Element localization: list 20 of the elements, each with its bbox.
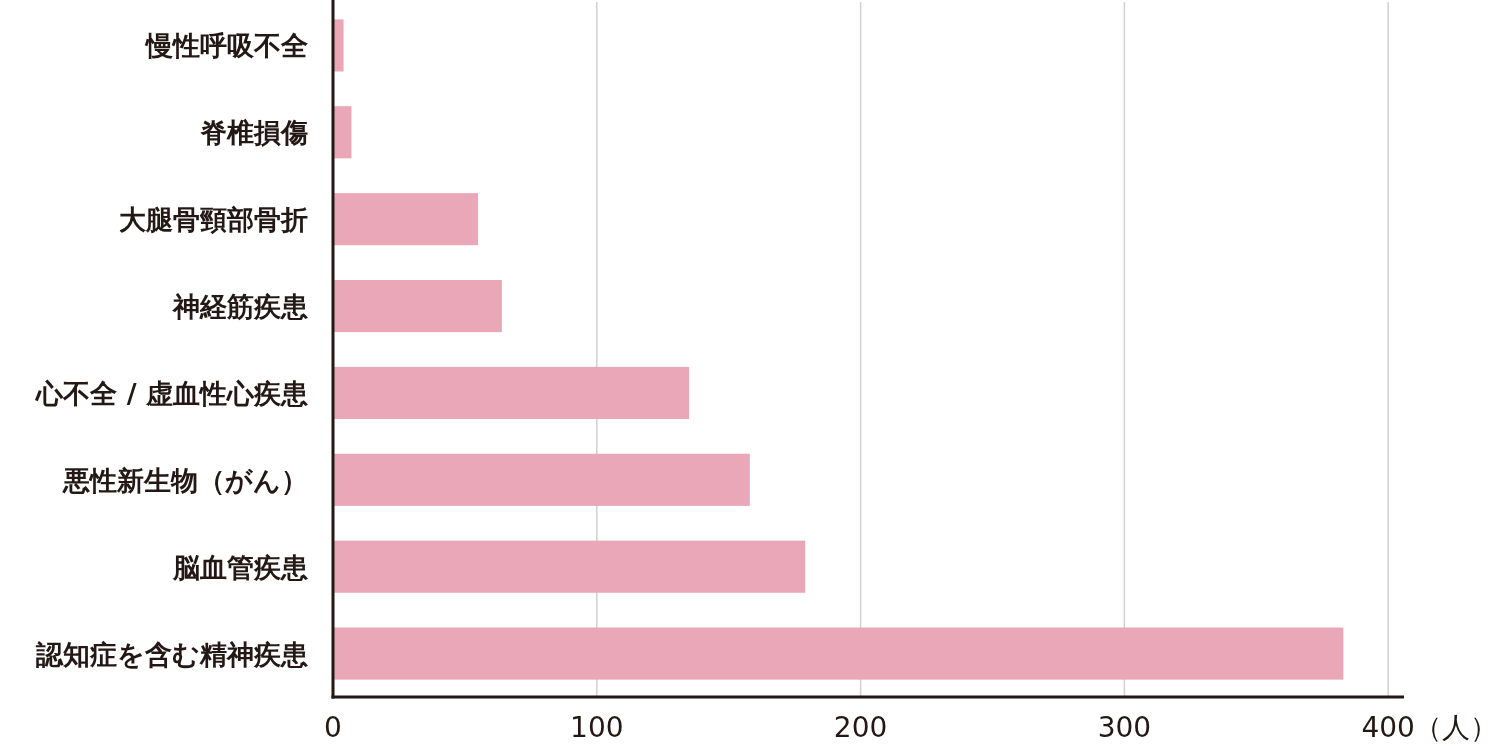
bar — [333, 627, 1344, 680]
y-tick-label: 神経筋疾患 — [171, 291, 308, 323]
x-tick-label: 100 — [570, 711, 624, 744]
bar — [333, 453, 750, 506]
y-tick-label: 認知症を含む精神疾患 — [35, 638, 308, 670]
y-tick-label: 心不全 / 虚血性心疾患 — [34, 377, 308, 409]
bar — [333, 366, 690, 419]
x-tick-label: 200 — [833, 711, 888, 744]
bar — [333, 193, 479, 246]
bar — [333, 280, 502, 333]
y-tick-label: 脳血管疾患 — [172, 551, 308, 583]
y-tick-label: 慢性呼吸不全 — [144, 30, 308, 62]
x-tick-label: 400 — [1361, 711, 1415, 744]
y-tick-label: 脊椎損傷 — [200, 117, 308, 149]
y-tick-label: 悪性新生物（がん） — [62, 464, 308, 496]
x-tick-label: 0 — [324, 711, 342, 744]
x-axis-title: （人） — [1414, 711, 1498, 744]
y-tick-label: 大腿骨頸部骨折 — [119, 204, 308, 236]
x-tick-label: 300 — [1097, 711, 1152, 744]
bar — [333, 540, 806, 593]
